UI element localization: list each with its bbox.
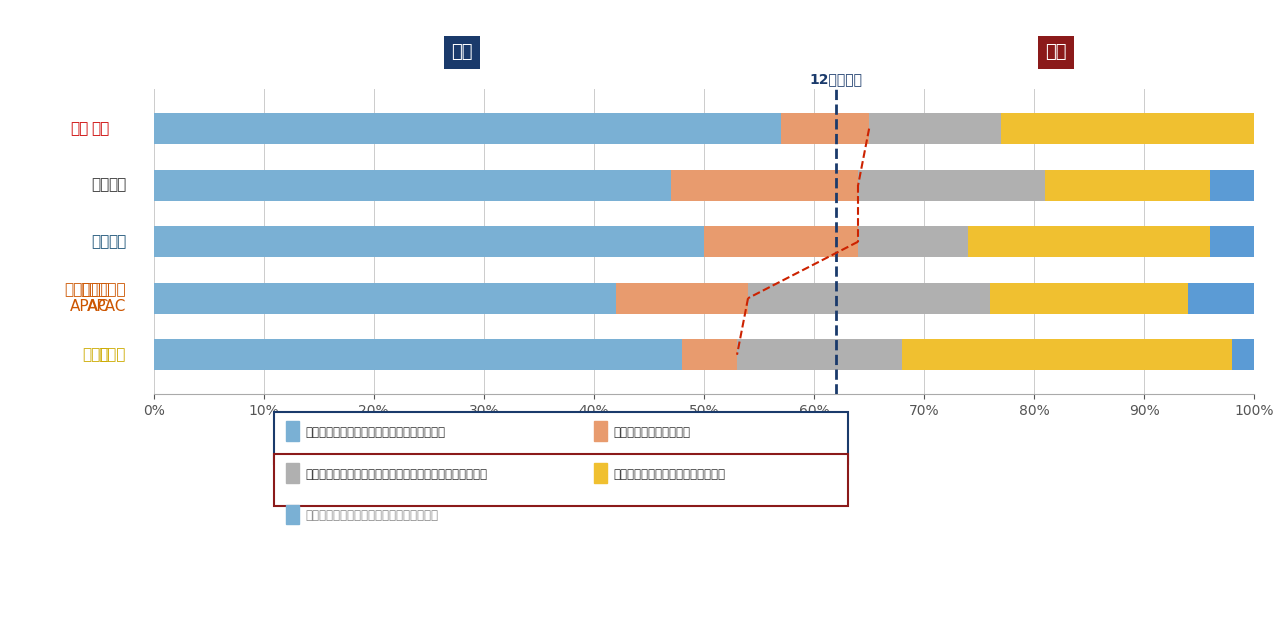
Text: 構築：新規に自前で構築: 構築：新規に自前で構築 xyxy=(613,425,691,439)
Text: 購入: 購入 xyxy=(1046,43,1068,62)
Bar xyxy=(1001,113,1254,144)
Text: 米国: 米国 xyxy=(108,234,125,249)
Bar xyxy=(858,226,968,257)
Bar xyxy=(285,463,300,483)
Bar xyxy=(154,170,671,201)
Bar xyxy=(781,113,869,144)
FancyBboxPatch shape xyxy=(274,453,849,506)
Text: 日本: 日本 xyxy=(70,121,90,136)
Bar xyxy=(869,113,1001,144)
Bar xyxy=(902,339,1233,370)
Bar xyxy=(682,339,737,370)
Bar xyxy=(968,226,1211,257)
Text: 購入：既製品ソリューションを統合: 購入：既製品ソリューションを統合 xyxy=(613,467,726,481)
Text: 中南米: 中南米 xyxy=(99,347,125,363)
Bar xyxy=(671,170,858,201)
FancyBboxPatch shape xyxy=(274,412,849,464)
Bar xyxy=(154,226,704,257)
Text: 米国: 米国 xyxy=(91,234,110,249)
Text: 該当せず：当該ソリューションに投資せず: 該当せず：当該ソリューションに投資せず xyxy=(306,509,439,522)
Text: 構築：現行ソリューションに先進機能を構築: 構築：現行ソリューションに先進機能を構築 xyxy=(306,425,445,439)
Bar xyxy=(616,282,748,314)
Bar xyxy=(991,282,1188,314)
Bar xyxy=(1046,170,1211,201)
Text: 中南米: 中南米 xyxy=(82,347,110,363)
Text: 12カ国全体: 12カ国全体 xyxy=(809,73,863,86)
Text: 日本を除く
APAC: 日本を除く APAC xyxy=(81,282,125,314)
Text: 構築: 構築 xyxy=(451,43,472,62)
Bar xyxy=(154,339,682,370)
Text: 欧州: 欧州 xyxy=(91,177,110,193)
FancyBboxPatch shape xyxy=(49,110,110,148)
Text: 日本: 日本 xyxy=(91,121,110,136)
Bar xyxy=(1188,282,1254,314)
Bar xyxy=(594,463,607,483)
Bar xyxy=(285,422,300,441)
Bar xyxy=(154,113,781,144)
Bar xyxy=(1211,170,1254,201)
Bar xyxy=(737,339,902,370)
Bar xyxy=(1233,339,1254,370)
Bar xyxy=(858,170,1046,201)
Bar xyxy=(154,282,616,314)
Text: 欧州: 欧州 xyxy=(108,177,125,193)
Text: 日本を除く
APAC: 日本を除く APAC xyxy=(64,282,110,314)
Text: 購入：フィンテック企業などと協業してソリューション化: 購入：フィンテック企業などと協業してソリューション化 xyxy=(306,467,488,481)
Bar xyxy=(1211,226,1254,257)
Bar xyxy=(594,422,607,441)
Bar xyxy=(704,226,858,257)
Bar xyxy=(748,282,991,314)
Bar xyxy=(285,504,300,524)
